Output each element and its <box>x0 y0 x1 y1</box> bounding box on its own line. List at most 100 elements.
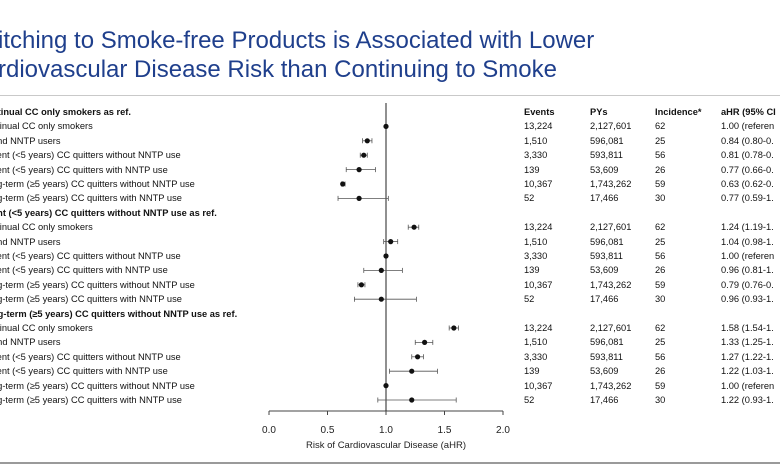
pys-cell: 53,609 <box>590 164 619 175</box>
estimate-point <box>378 267 384 273</box>
pys-cell: 2,127,601 <box>590 222 632 233</box>
events-cell: 13,224 <box>524 323 553 333</box>
incidence-cell: 25 <box>655 337 666 348</box>
estimate-point <box>383 383 389 389</box>
x-tick-label: 0.0 <box>262 425 276 436</box>
ahr-cell: 1.22 (0.93-1. <box>721 395 774 405</box>
row-label: cent (<5 years) CC quitters with NNTP us… <box>0 366 168 377</box>
row-label: ng-term (≥5 years) CC quitters without N… <box>0 279 195 290</box>
events-cell: 10,367 <box>524 380 553 391</box>
section-header: ntinual CC only smokers as ref. <box>0 107 131 117</box>
ahr-cell: 1.33 (1.25-1. <box>721 337 774 348</box>
pys-cell: 593,811 <box>590 251 623 261</box>
ahr-cell: 1.27 (1.22-1. <box>721 351 774 362</box>
row-label: ntinual CC only smokers <box>0 222 93 233</box>
incidence-cell: 30 <box>655 193 666 204</box>
slide-title: itching to Smoke-free Products is Associ… <box>0 26 780 84</box>
pys-cell: 593,811 <box>590 150 623 161</box>
events-cell: 52 <box>524 193 535 204</box>
row-label: and NNTP users <box>0 135 61 146</box>
estimate-point <box>358 282 365 288</box>
events-cell: 3,330 <box>524 251 548 261</box>
row-label: and NNTP users <box>0 337 61 348</box>
incidence-cell: 30 <box>655 294 666 305</box>
incidence-cell: 25 <box>655 135 666 146</box>
ahr-cell: 0.96 (0.81-1. <box>721 265 774 276</box>
section-header: ng-term (≥5 years) CC quitters without N… <box>0 308 238 319</box>
column-header-pys: PYs <box>590 107 608 117</box>
incidence-cell: 59 <box>655 279 666 290</box>
row-label: ng-term (≥5 years) CC quitters with NNTP… <box>0 395 182 405</box>
row-label: cent (<5 years) CC quitters without NNTP… <box>0 150 181 161</box>
estimate-point <box>383 253 389 259</box>
incidence-cell: 30 <box>655 395 666 405</box>
events-cell: 139 <box>524 265 540 276</box>
incidence-cell: 25 <box>655 236 666 247</box>
row-label: ntinual CC only smokers <box>0 323 93 333</box>
ahr-cell: 0.79 (0.76-0. <box>721 279 774 290</box>
events-cell: 1,510 <box>524 337 548 348</box>
row-label: ng-term (≥5 years) CC quitters with NNTP… <box>0 193 182 204</box>
events-cell: 13,224 <box>524 222 553 233</box>
pys-cell: 1,743,262 <box>590 279 632 290</box>
events-cell: 3,330 <box>524 351 548 362</box>
estimate-point <box>409 368 415 374</box>
ahr-cell: 0.84 (0.80-0. <box>721 135 774 146</box>
row-label: ng-term (≥5 years) CC quitters without N… <box>0 380 195 391</box>
ahr-cell: 0.63 (0.62-0. <box>721 179 774 189</box>
title-line-2: rdiovascular Disease Risk than Continuin… <box>0 56 557 83</box>
title-line-1: itching to Smoke-free Products is Associ… <box>0 27 595 54</box>
ahr-cell: 0.77 (0.59-1. <box>721 193 774 204</box>
incidence-cell: 26 <box>655 366 666 377</box>
events-cell: 1,510 <box>524 236 548 247</box>
pys-cell: 596,081 <box>590 337 624 348</box>
pys-cell: 53,609 <box>590 265 619 276</box>
estimate-point <box>451 325 457 331</box>
events-cell: 52 <box>524 294 535 305</box>
x-tick-label: 0.5 <box>321 425 335 436</box>
pys-cell: 596,081 <box>590 135 624 146</box>
ahr-cell: 0.81 (0.78-0. <box>721 150 774 161</box>
ahr-cell: 1.00 (referen <box>721 380 775 391</box>
events-cell: 10,367 <box>524 179 553 189</box>
estimate-point <box>378 296 384 302</box>
incidence-cell: 56 <box>655 150 666 161</box>
bottom-divider <box>0 462 780 464</box>
incidence-cell: 59 <box>655 380 666 391</box>
incidence-cell: 56 <box>655 251 666 261</box>
incidence-cell: 59 <box>655 179 666 189</box>
row-label: ng-term (≥5 years) CC quitters with NNTP… <box>0 294 182 305</box>
x-tick-label: 1.5 <box>438 425 452 436</box>
events-cell: 52 <box>524 395 535 405</box>
pys-cell: 2,127,601 <box>590 121 632 132</box>
column-header-ahr: aHR (95% CI <box>721 107 776 117</box>
events-cell: 13,224 <box>524 121 553 132</box>
pys-cell: 17,466 <box>590 193 619 204</box>
estimate-point <box>409 397 415 403</box>
estimate-point <box>361 152 367 158</box>
incidence-cell: 62 <box>655 121 666 132</box>
ahr-cell: 1.22 (1.03-1. <box>721 366 774 377</box>
events-cell: 1,510 <box>524 135 548 146</box>
pys-cell: 2,127,601 <box>590 323 632 333</box>
estimate-point <box>364 138 370 144</box>
pys-cell: 593,811 <box>590 351 623 362</box>
row-label: cent (<5 years) CC quitters without NNTP… <box>0 351 181 362</box>
estimate-point <box>411 224 417 230</box>
pys-cell: 17,466 <box>590 395 619 405</box>
ahr-cell: 1.00 (referen <box>721 121 775 132</box>
estimate-point <box>388 239 394 245</box>
ahr-cell: 1.00 (referen <box>721 251 775 261</box>
estimate-point <box>356 167 362 173</box>
ahr-cell: 1.24 (1.19-1. <box>721 222 774 233</box>
x-tick-label: 1.0 <box>379 425 393 436</box>
top-divider <box>0 95 780 96</box>
estimate-point <box>422 339 428 345</box>
incidence-cell: 62 <box>655 222 666 233</box>
estimate-point <box>340 181 346 187</box>
ahr-cell: 1.58 (1.54-1. <box>721 323 774 333</box>
pys-cell: 1,743,262 <box>590 380 632 391</box>
incidence-cell: 26 <box>655 164 666 175</box>
estimate-point <box>414 354 421 360</box>
estimate-point <box>356 195 362 201</box>
